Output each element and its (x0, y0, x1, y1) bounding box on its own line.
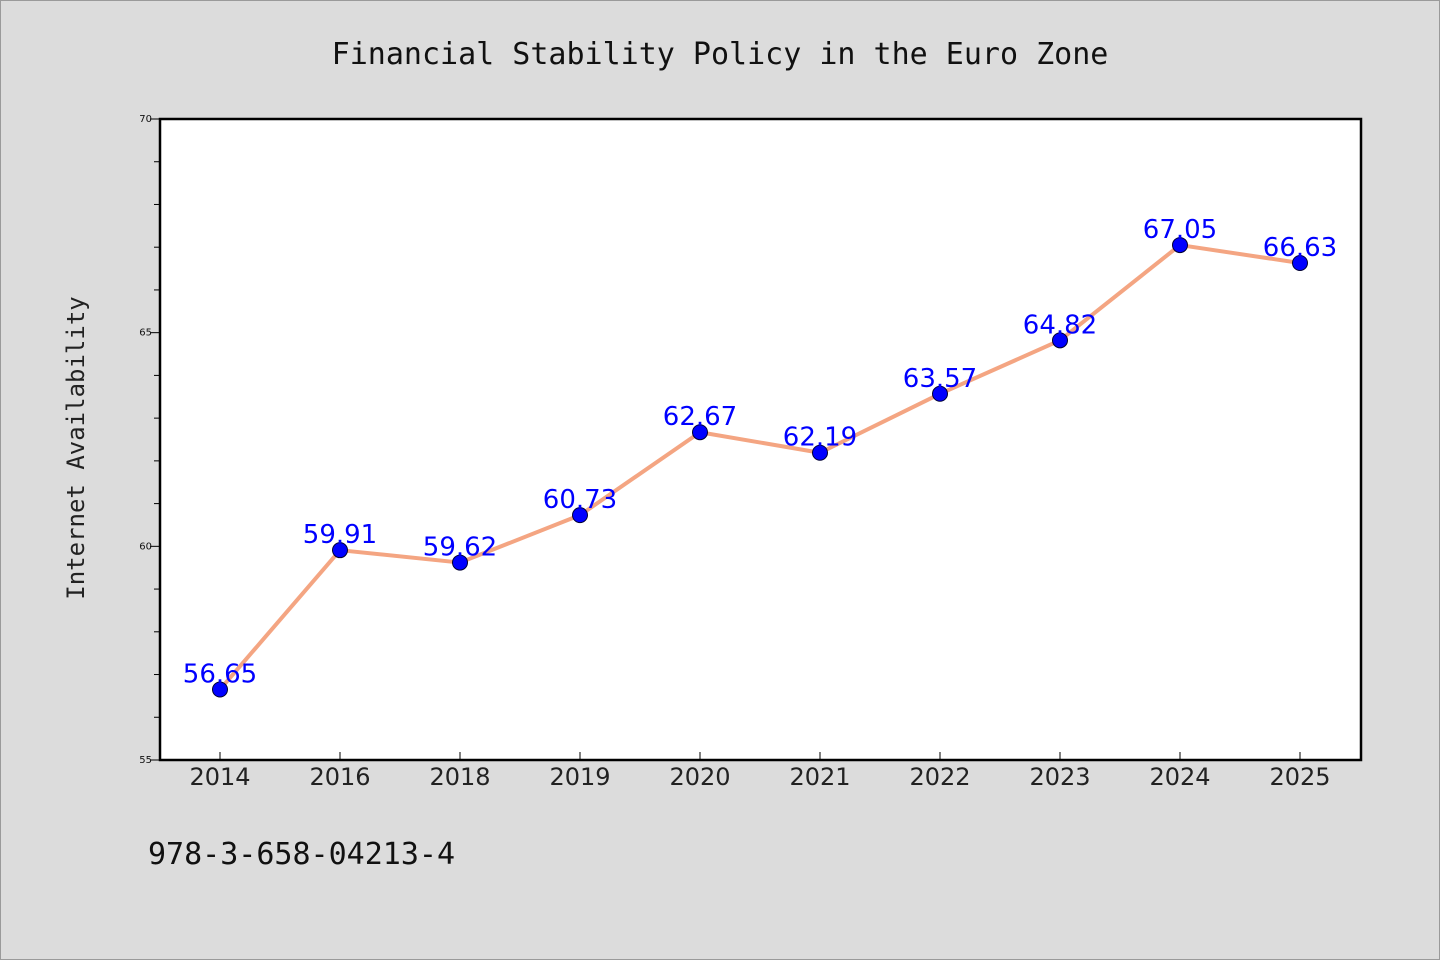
x-axis: 2014 2016 2018 2019 2020 2021 2022 2023 2024 2025 (189, 752, 1331, 791)
x-tick-label: 2021 (789, 763, 850, 791)
data-label: 62.19 (783, 423, 857, 453)
x-tick-label: 2022 (909, 763, 970, 791)
data-point-marker (812, 444, 828, 461)
series-line (218, 243, 1302, 692)
data-point-marker (1292, 255, 1308, 272)
data-point-marker (332, 542, 348, 559)
data-point-marker (1052, 332, 1068, 349)
data-point-marker (572, 507, 588, 524)
y-tick-label: 70 (139, 114, 152, 125)
x-tick-label: 2023 (1029, 763, 1090, 791)
chart-title: Financial Stability Policy in the Euro Z… (332, 37, 1109, 72)
data-point-marker (692, 424, 708, 441)
x-tick-label: 2018 (429, 763, 490, 791)
plot-area (158, 117, 1363, 762)
data-label: 60.73 (543, 485, 617, 515)
y-tick-label: 65 (139, 328, 152, 339)
data-label-group: 56.65 59.91 59.62 60.73 62.67 62.19 63.57 64.82… (183, 215, 1337, 689)
data-label: 64.82 (1023, 310, 1097, 340)
y-axis: 55 60 65 70 (139, 114, 160, 766)
data-label: 66.63 (1263, 233, 1337, 263)
marker-group (212, 237, 1308, 698)
data-point-marker (452, 554, 468, 571)
data-label: 63.57 (903, 364, 977, 394)
isbn-footer: 978-3-658-04213-4 (148, 837, 455, 872)
x-tick-label: 2019 (549, 763, 610, 791)
data-label: 59.91 (303, 520, 377, 550)
y-axis-label: Internet Availability (62, 296, 90, 599)
data-point-marker (212, 681, 228, 698)
series-group (218, 243, 1302, 692)
x-tick-label: 2024 (1149, 763, 1210, 791)
data-label: 56.65 (183, 659, 257, 689)
data-label: 62.67 (663, 402, 737, 432)
x-tick-label: 2020 (669, 763, 730, 791)
y-tick-label: 60 (139, 541, 152, 552)
y-tick-label: 55 (139, 755, 152, 766)
x-tick-label: 2016 (309, 763, 370, 791)
data-label: 67.05 (1143, 215, 1217, 245)
data-point-marker (1172, 237, 1188, 254)
x-tick-label: 2014 (189, 763, 250, 791)
x-tick-label: 2025 (1269, 763, 1330, 791)
data-label: 59.62 (423, 533, 497, 563)
data-point-marker (932, 385, 948, 402)
